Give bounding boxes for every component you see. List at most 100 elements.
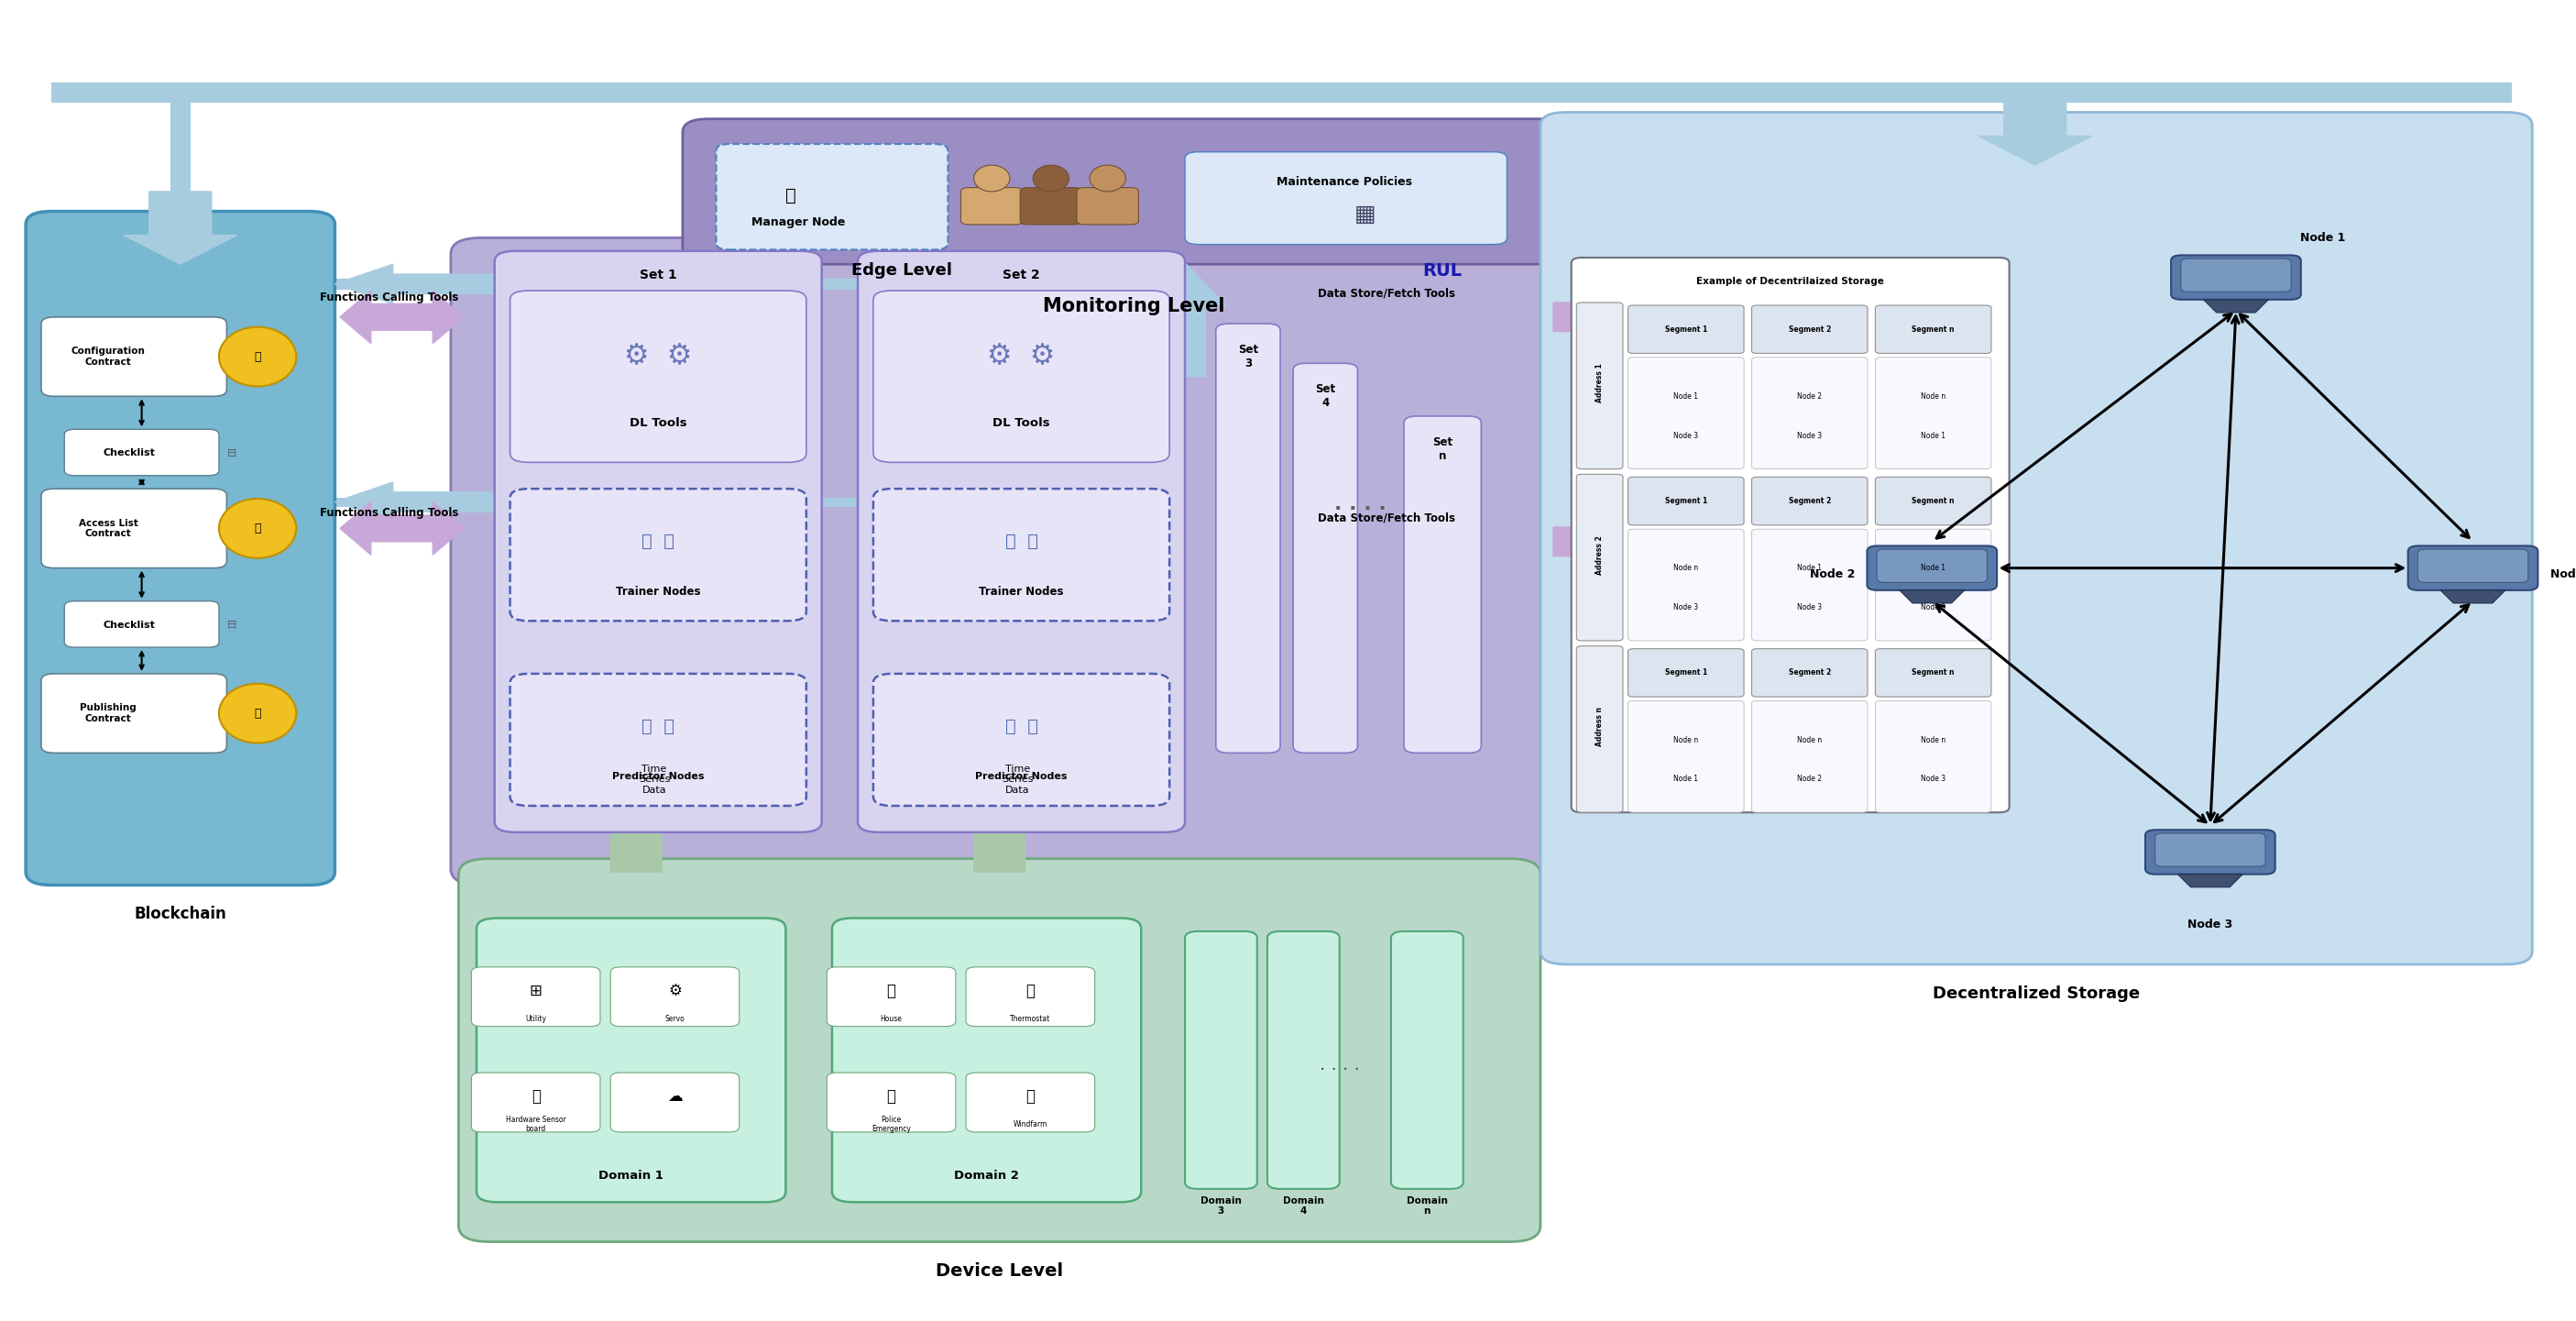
- FancyBboxPatch shape: [41, 317, 227, 396]
- FancyBboxPatch shape: [1875, 649, 1991, 697]
- Text: Time
Series
Data: Time Series Data: [639, 764, 670, 795]
- Text: ⊟: ⊟: [227, 446, 237, 460]
- Text: Data Store/Fetch Tools: Data Store/Fetch Tools: [1319, 287, 1455, 300]
- Polygon shape: [335, 482, 567, 522]
- Text: Node 2: Node 2: [1798, 775, 1821, 783]
- Text: Device Level: Device Level: [935, 1262, 1064, 1280]
- FancyBboxPatch shape: [2409, 546, 2537, 590]
- Text: Predictor Nodes: Predictor Nodes: [613, 773, 703, 781]
- Text: Segment 2: Segment 2: [1788, 497, 1832, 505]
- FancyBboxPatch shape: [41, 674, 227, 753]
- Text: Domain
3: Domain 3: [1200, 1197, 1242, 1215]
- Polygon shape: [2202, 300, 2269, 313]
- Text: Segment 1: Segment 1: [1664, 668, 1708, 676]
- Polygon shape: [943, 258, 1056, 376]
- Text: 🚔: 🚔: [886, 1089, 896, 1104]
- FancyBboxPatch shape: [1752, 477, 1868, 526]
- Text: ⚙  ⚙: ⚙ ⚙: [987, 343, 1056, 370]
- Text: Checklist: Checklist: [103, 449, 155, 457]
- FancyBboxPatch shape: [1020, 188, 1082, 225]
- Text: Node 1: Node 1: [2300, 231, 2347, 244]
- Text: Set 1: Set 1: [639, 268, 677, 281]
- Polygon shape: [340, 502, 464, 555]
- FancyBboxPatch shape: [1577, 646, 1623, 812]
- FancyBboxPatch shape: [716, 144, 948, 250]
- FancyBboxPatch shape: [1752, 701, 1868, 812]
- Text: Trainer Nodes: Trainer Nodes: [616, 585, 701, 598]
- Text: 📋: 📋: [255, 522, 260, 535]
- Text: House: House: [881, 1015, 902, 1022]
- FancyBboxPatch shape: [873, 291, 1170, 462]
- Text: 📋: 📋: [255, 707, 260, 720]
- FancyBboxPatch shape: [1577, 474, 1623, 641]
- FancyBboxPatch shape: [683, 119, 1584, 264]
- Text: 🌡: 🌡: [1025, 983, 1036, 999]
- FancyBboxPatch shape: [2172, 255, 2300, 300]
- Text: ⊟: ⊟: [227, 618, 237, 631]
- Text: Segment 2: Segment 2: [1788, 325, 1832, 333]
- Text: DL Tools: DL Tools: [629, 416, 688, 429]
- FancyBboxPatch shape: [510, 674, 806, 806]
- Text: Node 3: Node 3: [1798, 432, 1821, 440]
- Text: Manager Node: Manager Node: [752, 215, 845, 229]
- FancyBboxPatch shape: [1875, 477, 1991, 526]
- FancyBboxPatch shape: [1628, 530, 1744, 641]
- Text: Node 3: Node 3: [1674, 604, 1698, 612]
- Polygon shape: [953, 773, 1046, 872]
- Text: Utility: Utility: [526, 1015, 546, 1022]
- FancyBboxPatch shape: [1878, 550, 1986, 583]
- Text: Segment 2: Segment 2: [1788, 668, 1832, 676]
- FancyBboxPatch shape: [64, 429, 219, 476]
- Text: 🏠: 🏠: [886, 983, 896, 999]
- Text: Node n: Node n: [1674, 564, 1698, 572]
- FancyBboxPatch shape: [1752, 358, 1868, 469]
- FancyBboxPatch shape: [1540, 112, 2532, 964]
- Text: RUL: RUL: [1422, 262, 1463, 280]
- Text: Node 1: Node 1: [1798, 564, 1821, 572]
- Text: Address n: Address n: [1595, 707, 1605, 746]
- Text: Node n: Node n: [1674, 736, 1698, 744]
- Text: Hardware Sensor
board: Hardware Sensor board: [505, 1115, 567, 1133]
- FancyBboxPatch shape: [2419, 550, 2527, 583]
- FancyBboxPatch shape: [471, 1073, 600, 1132]
- Text: Police
Emergency: Police Emergency: [871, 1115, 912, 1133]
- Text: 💨: 💨: [1025, 1089, 1036, 1104]
- Polygon shape: [1133, 258, 1226, 376]
- Text: 📡: 📡: [531, 1089, 541, 1104]
- FancyBboxPatch shape: [827, 1073, 956, 1132]
- Polygon shape: [335, 264, 567, 304]
- Text: Node n: Node n: [2550, 568, 2576, 581]
- FancyBboxPatch shape: [41, 489, 227, 568]
- FancyBboxPatch shape: [873, 489, 1170, 621]
- Text: Domain
4: Domain 4: [1283, 1197, 1324, 1215]
- Text: Domain 2: Domain 2: [953, 1169, 1020, 1182]
- FancyBboxPatch shape: [510, 489, 806, 621]
- FancyBboxPatch shape: [495, 251, 822, 832]
- Text: 🖥: 🖥: [786, 186, 796, 205]
- FancyBboxPatch shape: [966, 1073, 1095, 1132]
- FancyBboxPatch shape: [611, 1073, 739, 1132]
- Text: Segment n: Segment n: [1911, 668, 1955, 676]
- FancyBboxPatch shape: [471, 967, 600, 1026]
- FancyBboxPatch shape: [1628, 358, 1744, 469]
- Polygon shape: [1978, 92, 2092, 165]
- Text: Functions Calling Tools: Functions Calling Tools: [319, 506, 459, 519]
- FancyBboxPatch shape: [510, 291, 806, 462]
- Text: Thermostat: Thermostat: [1010, 1015, 1051, 1022]
- Ellipse shape: [219, 498, 296, 557]
- Text: Segment 1: Segment 1: [1664, 325, 1708, 333]
- FancyBboxPatch shape: [1267, 931, 1340, 1189]
- Text: Checklist: Checklist: [103, 621, 155, 629]
- Text: Node 1: Node 1: [1922, 432, 1945, 440]
- FancyBboxPatch shape: [2156, 834, 2264, 867]
- FancyBboxPatch shape: [1628, 477, 1744, 526]
- Text: Node n: Node n: [1922, 392, 1945, 400]
- FancyBboxPatch shape: [2182, 259, 2290, 292]
- FancyBboxPatch shape: [1216, 324, 1280, 753]
- Text: Example of Decentrilaized Storage: Example of Decentrilaized Storage: [1698, 277, 1883, 285]
- FancyBboxPatch shape: [1185, 931, 1257, 1189]
- FancyBboxPatch shape: [64, 601, 219, 647]
- Text: Set
3: Set 3: [1239, 343, 1257, 370]
- Text: ⊞: ⊞: [531, 983, 541, 999]
- Text: ☁: ☁: [667, 1089, 683, 1104]
